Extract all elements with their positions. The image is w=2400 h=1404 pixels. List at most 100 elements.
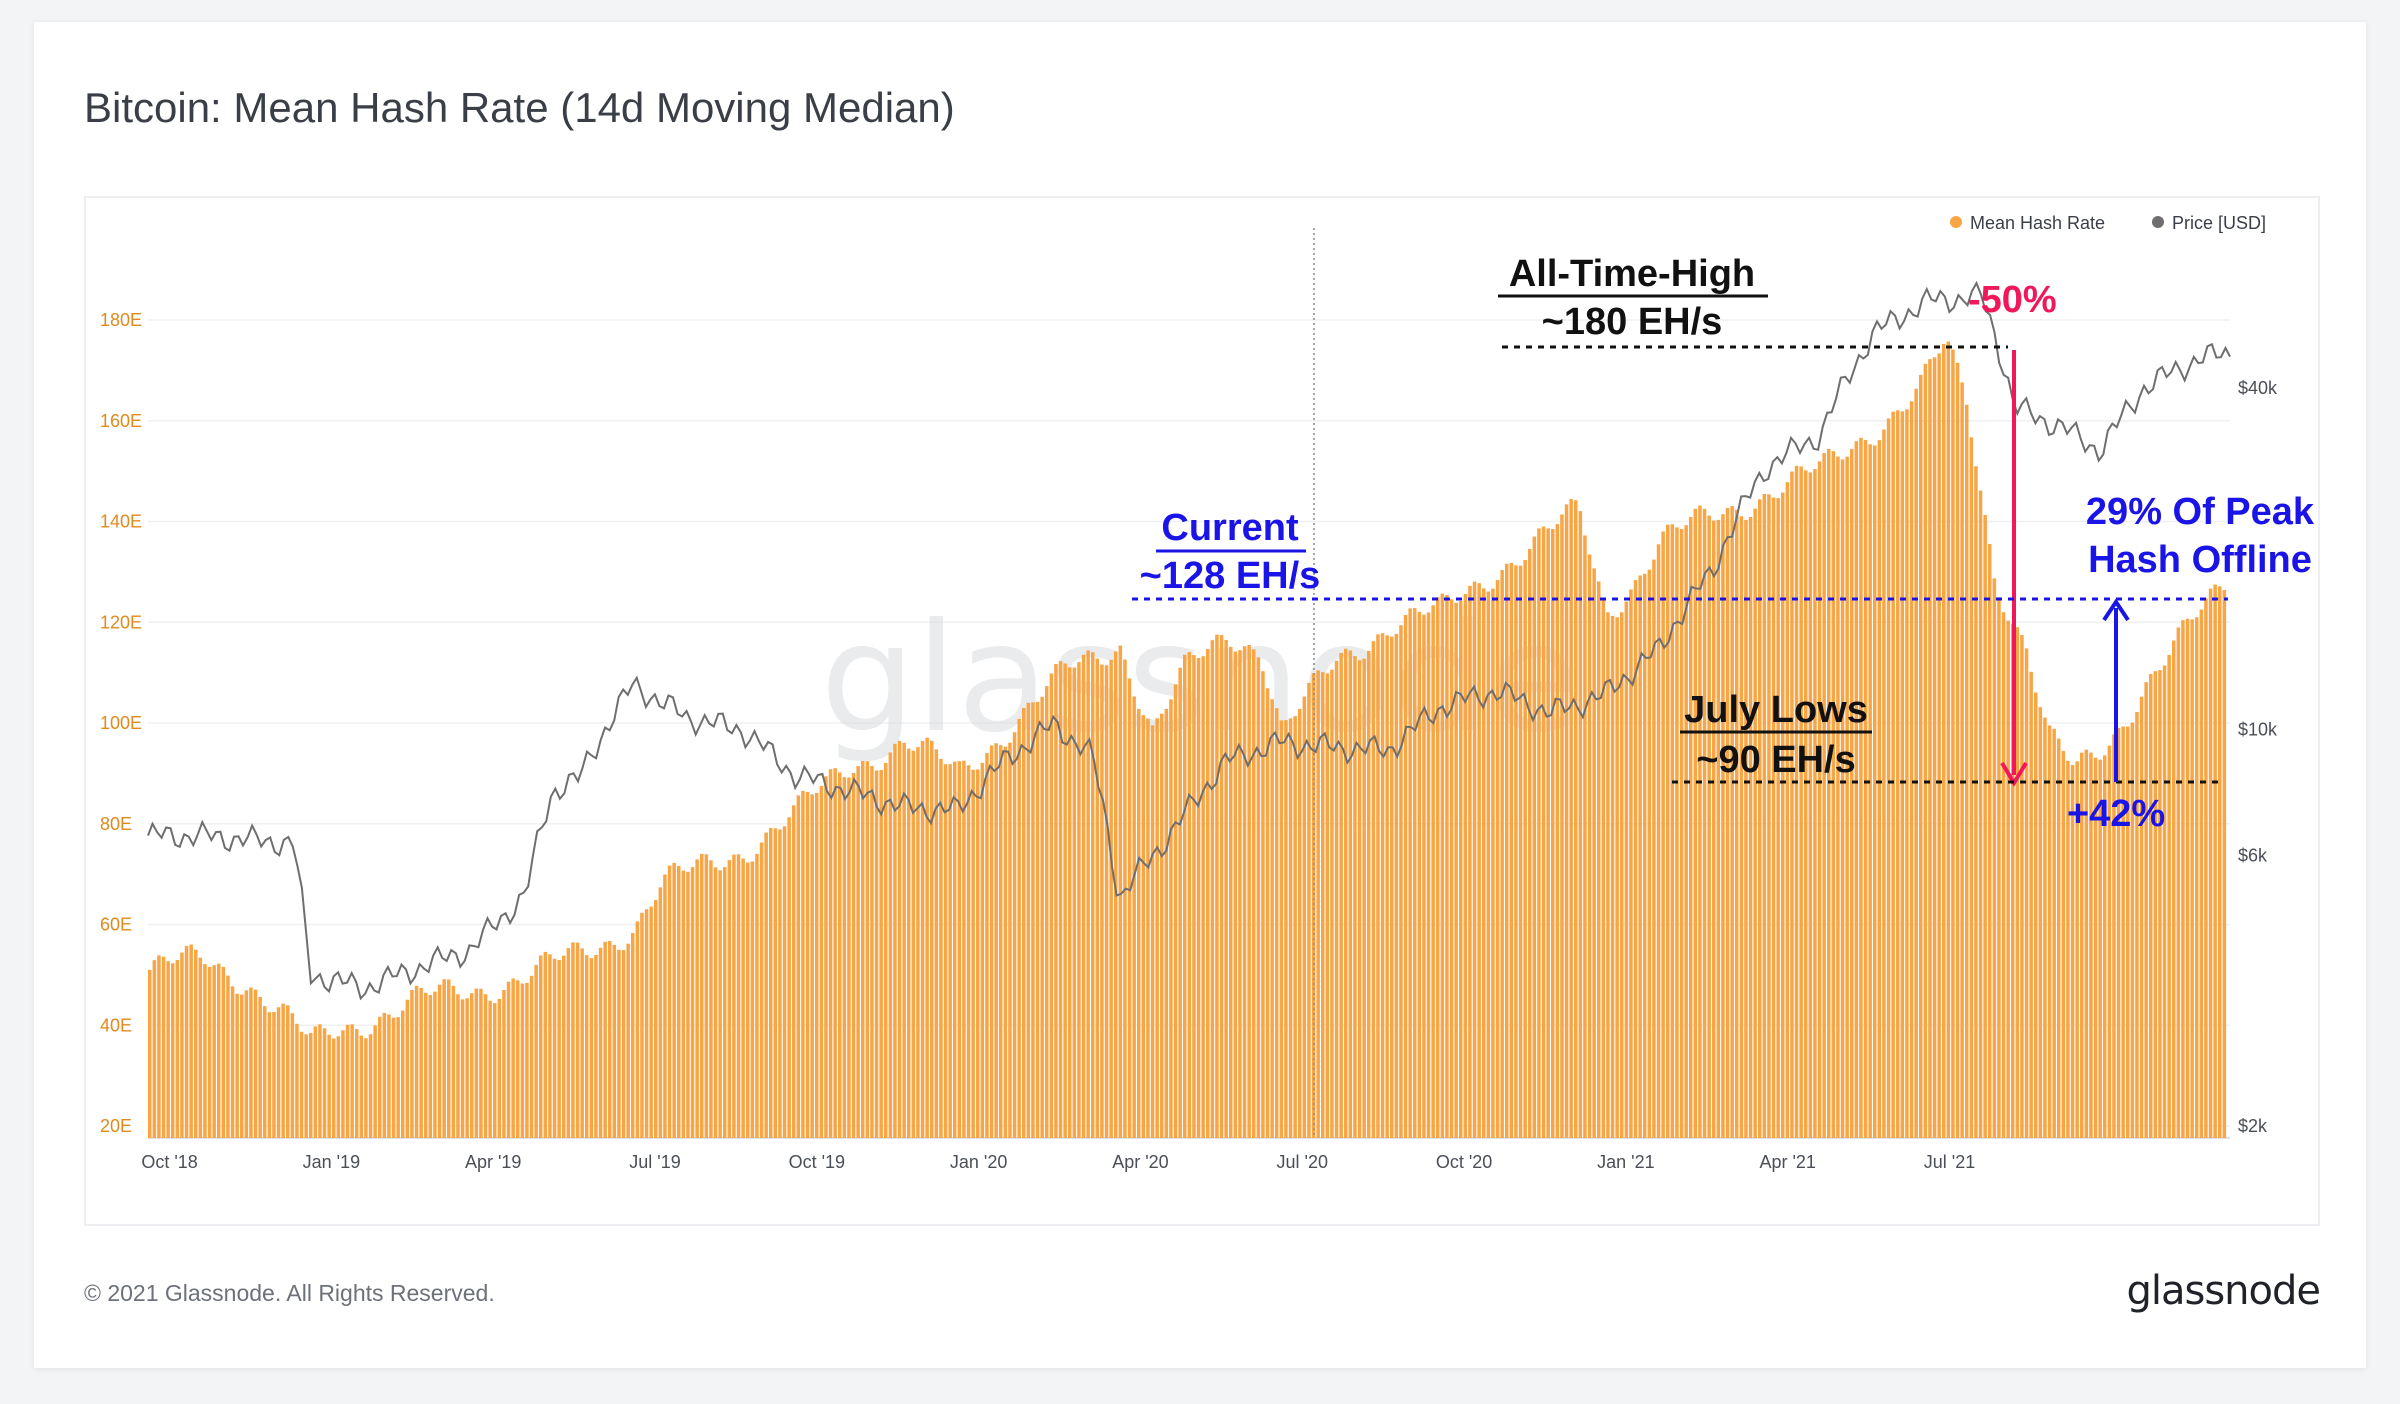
legend-hash-label[interactable]: Mean Hash Rate <box>1970 213 2105 233</box>
hash-bar <box>548 954 552 1138</box>
hash-bar <box>1449 599 1454 1138</box>
x-tick-label: Jan '19 <box>303 1152 360 1172</box>
hash-bar <box>299 1031 304 1138</box>
hash-bar <box>1215 634 1219 1138</box>
hash-bar <box>470 993 474 1138</box>
hash-bar <box>410 990 414 1138</box>
ath-label: All-Time-High <box>1509 253 1755 295</box>
hash-bar <box>1486 591 1491 1138</box>
hash-bar <box>378 1016 382 1138</box>
hash-bar <box>258 996 262 1138</box>
hash-bar <box>230 986 235 1138</box>
hash-bar <box>1357 660 1362 1138</box>
hash-bar <box>1238 650 1242 1138</box>
hash-bar <box>1192 655 1196 1138</box>
x-tick-label: Jul '19 <box>629 1152 680 1172</box>
hash-bar <box>534 964 538 1138</box>
hash-bar <box>1265 688 1270 1138</box>
hash-bar <box>644 909 649 1138</box>
y-left-tick-label: 140E <box>100 512 142 532</box>
hash-bar <box>1762 494 1767 1138</box>
hash-bar <box>562 955 566 1138</box>
hash-bar <box>801 790 805 1138</box>
hash-bar <box>1022 707 1026 1138</box>
hash-bar <box>672 862 676 1138</box>
hash-bar <box>1537 528 1541 1138</box>
x-tick-label: Apr '20 <box>1112 1152 1168 1172</box>
hash-bar <box>1100 664 1104 1138</box>
hash-bar <box>2103 755 2107 1138</box>
hash-bar <box>1748 517 1753 1138</box>
brand-logo[interactable]: glassnode <box>2126 1268 2321 1314</box>
hash-bar <box>1482 588 1486 1138</box>
hash-bar <box>1426 612 1431 1138</box>
hash-bar <box>1206 649 1210 1138</box>
y-axis-right: $2k $6k $10k $40k <box>2238 378 2278 1136</box>
hash-bar <box>1008 742 1012 1138</box>
hash-bar <box>1799 466 1803 1138</box>
hash-bar <box>861 761 865 1138</box>
hash-bar <box>1339 652 1343 1138</box>
hash-bar <box>506 981 511 1138</box>
hash-bar <box>1040 696 1044 1138</box>
hash-bar <box>336 1036 341 1138</box>
hash-bar <box>1233 651 1238 1138</box>
hash-bar <box>966 765 971 1138</box>
hash-bar <box>971 769 975 1138</box>
hash-bar <box>594 954 598 1138</box>
hash-bar <box>1698 505 1702 1139</box>
hash-bar <box>2139 696 2144 1138</box>
hash-bar <box>1058 661 1063 1138</box>
hash-bar <box>741 858 745 1138</box>
hash-bar <box>2149 673 2153 1138</box>
hash-bar <box>1514 565 1518 1138</box>
hash-bar <box>2213 584 2217 1138</box>
hash-bar <box>631 933 635 1138</box>
hash-bar <box>1790 471 1794 1139</box>
hash-bar <box>1564 504 1569 1138</box>
hash-bar <box>957 761 962 1138</box>
hash-bar <box>1394 633 1399 1138</box>
legend-price-label[interactable]: Price [USD] <box>2172 213 2266 233</box>
hash-bar <box>1385 635 1389 1138</box>
hash-bar <box>769 827 773 1138</box>
hash-bar <box>2126 726 2130 1138</box>
hash-bar <box>1390 636 1394 1138</box>
y-left-tick-label: 80E <box>100 814 132 834</box>
hash-bar <box>1219 635 1224 1138</box>
hash-bar <box>148 969 152 1138</box>
hash-bar <box>709 860 713 1138</box>
hash-bar <box>1725 507 1730 1138</box>
hash-bar <box>525 982 529 1138</box>
hash-bar <box>460 999 465 1138</box>
hash-bar <box>1505 563 1509 1138</box>
hash-bar <box>1753 508 1757 1138</box>
hash-bar <box>1380 633 1385 1138</box>
hash-bar <box>746 862 750 1138</box>
hash-bar <box>1523 560 1527 1138</box>
hash-bar <box>1270 699 1274 1138</box>
hash-bar <box>511 978 515 1138</box>
hash-bar <box>1891 411 1895 1138</box>
hash-bar <box>2047 725 2052 1138</box>
x-tick-label: Oct '19 <box>789 1152 845 1172</box>
hash-bar <box>847 777 851 1138</box>
hash-bar <box>787 817 791 1138</box>
hash-bar <box>2130 722 2135 1138</box>
july-value: ~90 EH/s <box>1696 739 1856 781</box>
hash-bar <box>1256 657 1261 1138</box>
hash-bar <box>373 1025 377 1138</box>
hash-bar <box>838 772 842 1138</box>
hash-bar <box>1187 652 1192 1138</box>
hash-bar <box>663 874 667 1138</box>
hash-bar <box>1376 634 1380 1138</box>
footer-copyright: © 2021 Glassnode. All Rights Reserved. <box>84 1280 495 1306</box>
hash-bar <box>1123 659 1127 1138</box>
hash-bar <box>727 860 732 1138</box>
hash-bar <box>1716 519 1721 1138</box>
hash-bar <box>212 965 216 1138</box>
hash-bar <box>598 947 603 1138</box>
hash-bar <box>1817 461 1822 1139</box>
hash-bar <box>451 985 456 1138</box>
hash-bar <box>1942 343 1946 1138</box>
